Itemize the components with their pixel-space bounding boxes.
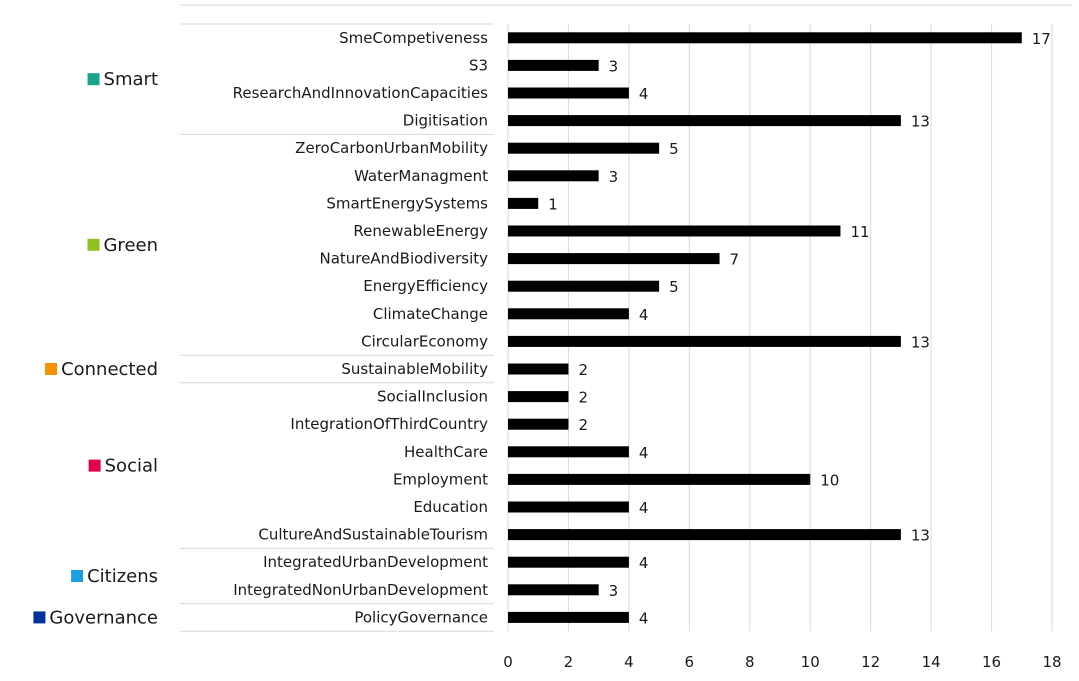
bar	[508, 253, 720, 265]
group-label-citizens: Citizens	[87, 566, 158, 587]
data-label: 4	[639, 444, 649, 462]
data-label: 11	[850, 223, 869, 241]
category-label: IntegratedNonUrbanDevelopment	[233, 581, 488, 599]
data-label: 3	[609, 582, 619, 600]
group-label-connected: Connected	[61, 359, 158, 380]
data-label: 17	[1032, 30, 1051, 48]
data-label: 4	[639, 306, 649, 324]
x-tick-label: 6	[685, 653, 695, 671]
data-label: 4	[639, 499, 649, 517]
category-label: IntegrationOfThirdCountry	[290, 415, 488, 433]
x-tick-label: 8	[745, 653, 755, 671]
category-label: HealthCare	[404, 443, 488, 461]
category-label: IntegratedUrbanDevelopment	[263, 553, 488, 571]
data-label: 2	[578, 361, 588, 379]
data-label: 2	[578, 389, 588, 407]
group-labels: Smart Green Connected Social Citizens Governa…	[33, 69, 158, 628]
category-label: PolicyGovernance	[354, 608, 488, 626]
bar	[508, 142, 660, 154]
group-separators	[180, 4, 1072, 632]
bar	[508, 170, 599, 182]
group-label-social: Social	[105, 456, 158, 477]
group-label-smart: Smart	[104, 69, 158, 90]
bar	[508, 308, 629, 320]
x-tick-label: 0	[503, 653, 513, 671]
group-label-green: Green	[103, 235, 158, 256]
data-label: 2	[578, 416, 588, 434]
x-tick-label: 16	[982, 653, 1001, 671]
data-label: 7	[730, 251, 740, 269]
data-label: 13	[911, 333, 930, 351]
legend-square-icon	[45, 363, 58, 375]
category-label: SustainableMobility	[341, 360, 488, 378]
data-label: 5	[669, 278, 679, 296]
group-label-governance: Governance	[49, 607, 158, 628]
legend-square-icon	[88, 459, 101, 472]
grid-layer	[507, 24, 1053, 632]
data-label: 10	[820, 471, 839, 489]
bars	[508, 32, 1022, 623]
category-label: S3	[469, 56, 488, 74]
data-label: 4	[639, 554, 649, 572]
x-tick-label: 4	[624, 653, 634, 671]
data-label: 4	[639, 609, 649, 627]
legend-square-icon	[87, 238, 100, 251]
bar	[508, 87, 629, 99]
category-label: SmartEnergySystems	[326, 194, 488, 212]
category-label: EnergyEfficiency	[363, 277, 488, 295]
data-label: 4	[639, 85, 649, 103]
category-label: ZeroCarbonUrbanMobility	[295, 139, 488, 157]
bar	[508, 501, 629, 513]
bar	[508, 115, 901, 127]
category-label: WaterManagment	[354, 167, 488, 185]
bar	[508, 197, 539, 209]
category-label: CircularEconomy	[361, 332, 488, 350]
x-tick-label: 2	[564, 653, 574, 671]
data-label: 1	[548, 195, 558, 213]
bar	[508, 529, 901, 541]
category-label: RenewableEnergy	[353, 222, 488, 240]
data-label: 3	[609, 168, 619, 186]
bar	[508, 335, 901, 347]
x-tick-label: 10	[801, 653, 820, 671]
legend-square-icon	[33, 611, 46, 624]
bar	[508, 32, 1022, 44]
category-label: NatureAndBiodiversity	[320, 250, 489, 268]
category-label: CultureAndSustainableTourism	[258, 526, 488, 544]
category-label: SocialInclusion	[377, 388, 488, 406]
category-label: Employment	[393, 470, 488, 488]
x-tick-label: 12	[861, 653, 880, 671]
bar	[508, 225, 841, 237]
bar	[508, 446, 629, 458]
data-label: 3	[609, 57, 619, 75]
bar	[508, 59, 599, 71]
data-label: 5	[669, 140, 679, 158]
category-labels: SmeCompetiveness S3 ResearchAndInnovationC…	[233, 29, 489, 627]
bar	[508, 363, 569, 375]
bar	[508, 584, 599, 596]
bar	[508, 391, 569, 403]
bar	[508, 611, 629, 623]
category-label: Digitisation	[403, 112, 488, 130]
data-label: 13	[911, 113, 930, 131]
bar	[508, 280, 660, 292]
bar	[508, 473, 811, 485]
category-label: ClimateChange	[373, 305, 488, 323]
x-axis-tick-labels: 0 2 4 6 8 10 12 14 16 18	[503, 653, 1061, 671]
data-label: 13	[911, 527, 930, 545]
category-label: ResearchAndInnovationCapacities	[233, 84, 489, 102]
x-tick-label: 14	[922, 653, 941, 671]
category-label: SmeCompetiveness	[339, 29, 488, 47]
x-tick-label: 18	[1042, 653, 1061, 671]
legend-square-icon	[71, 570, 84, 582]
bar	[508, 418, 569, 430]
bar	[508, 556, 629, 568]
legend-square-icon	[87, 73, 100, 86]
category-label: Education	[413, 498, 488, 516]
